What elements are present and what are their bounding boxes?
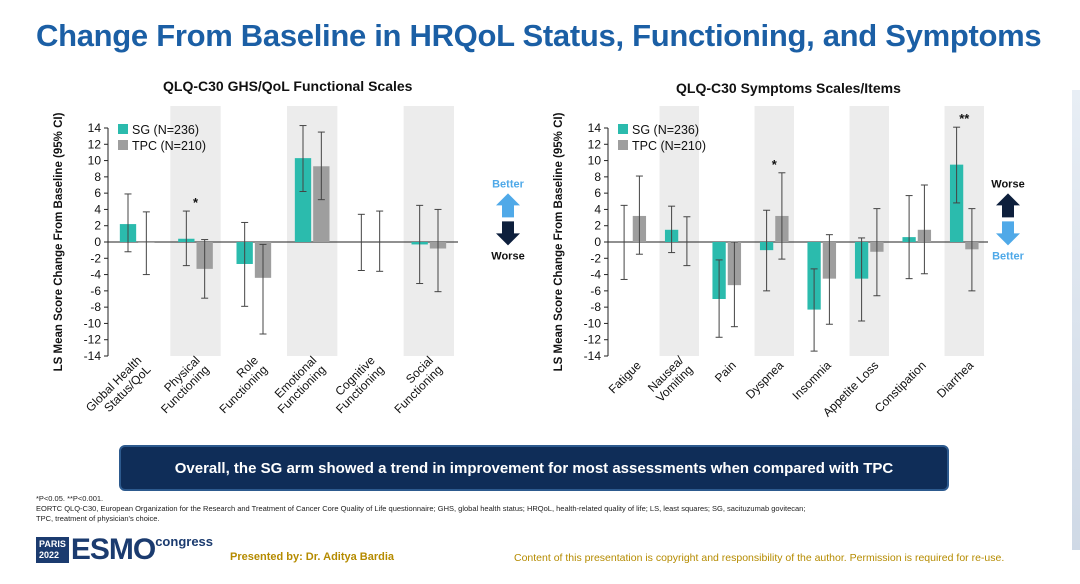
y-tick-label: 10 <box>588 154 602 168</box>
category-label-line: Diarrhea <box>934 358 977 401</box>
y-tick-label: 0 <box>594 235 601 249</box>
category-label: Global HealthStatus/QoL <box>83 353 154 424</box>
y-tick-label: 6 <box>594 186 601 200</box>
copyright-notice: Content of this presentation is copyrigh… <box>514 552 1005 564</box>
arrow-label-up: Worse <box>991 178 1024 190</box>
logo-city-name: PARIS <box>39 539 66 549</box>
significance-marker: * <box>772 157 778 172</box>
y-tick-label: -14 <box>84 349 102 363</box>
symptom-scales-chart: 14 12 10 8 6 4 2 0 -2 -4 -6 -8 -10 -12 -14 LS Mean Scor… <box>553 106 1025 420</box>
legend-swatch-tpc <box>618 140 628 150</box>
esmo-logo: PARIS 2022 ESMO congress <box>36 533 214 566</box>
category-label: SocialFunctioning <box>382 353 445 416</box>
category-label: Nausea/Vomiting <box>644 353 696 405</box>
category-label: Diarrhea <box>934 358 977 401</box>
page-title: Change From Baseline in HRQoL Status, Fu… <box>36 18 1042 53</box>
legend-swatch-tpc <box>118 140 128 150</box>
y-tick-label: -10 <box>84 316 102 330</box>
logo-city: PARIS 2022 <box>36 537 69 563</box>
category-label: EmotionalFunctioning <box>266 353 329 416</box>
y-tick-label: -10 <box>584 316 602 330</box>
legend-label-tpc: TPC (N=210) <box>632 139 706 153</box>
category-shade-band <box>170 106 221 356</box>
category-label: Fatigue <box>606 358 644 396</box>
down-arrow-icon <box>496 221 520 246</box>
y-tick-label: 2 <box>94 219 101 233</box>
footnote-abbreviations: EORTC QLQ-C30, European Organization for… <box>36 504 806 513</box>
category-shade-band <box>403 106 454 356</box>
category-label-line: Constipation <box>872 358 929 415</box>
down-arrow-icon <box>996 221 1020 246</box>
y-tick-label: 0 <box>94 235 101 249</box>
legend-label-sg: SG (N=236) <box>632 123 699 137</box>
category-shade-band <box>849 106 889 356</box>
up-arrow-icon <box>996 193 1020 218</box>
right-chart-title: QLQ-C30 Symptoms Scales/Items <box>676 80 901 96</box>
y-tick-label: 6 <box>94 186 101 200</box>
y-tick-label: -12 <box>84 333 102 347</box>
category-label: Pain <box>712 358 739 385</box>
y-tick-label: -4 <box>590 268 601 282</box>
logo-brand: ESMO <box>70 533 156 566</box>
arrow-label-down: Worse <box>491 250 524 262</box>
y-tick-label: 14 <box>588 121 602 135</box>
summary-banner: Overall, the SG arm showed a trend in im… <box>119 445 949 491</box>
sg-bar <box>294 158 312 242</box>
y-tick-label: 12 <box>88 137 102 151</box>
category-label: Insomnia <box>790 358 835 403</box>
tpc-bar <box>313 166 330 242</box>
y-tick-label: -2 <box>90 251 101 265</box>
logo-suffix: congress <box>155 534 214 549</box>
y-tick-label: 10 <box>88 154 102 168</box>
category-shade-band <box>287 106 338 356</box>
y-axis-title: LS Mean Score Change From Baseline (95% … <box>53 112 65 371</box>
category-label-line: Fatigue <box>606 358 644 396</box>
y-tick-label: 14 <box>88 121 102 135</box>
legend-swatch-sg <box>118 124 128 134</box>
footnote-abbreviations-2: TPC, treatment of physician's choice. <box>36 514 160 523</box>
legend-swatch-sg <box>618 124 628 134</box>
category-label-line: Dyspnea <box>743 358 787 402</box>
functional-scales-chart: 14 12 10 8 6 4 2 0 -2 -4 -6 -8 -10 -12 -14 LS Mean Scor… <box>53 106 525 424</box>
y-tick-label: 4 <box>594 202 601 216</box>
y-tick-label: 2 <box>594 219 601 233</box>
left-chart-title: QLQ-C30 GHS/QoL Functional Scales <box>163 78 413 94</box>
y-tick-label: -4 <box>90 268 101 282</box>
legend-label-sg: SG (N=236) <box>132 123 199 137</box>
y-tick-label: 8 <box>594 170 601 184</box>
logo-year: 2022 <box>39 550 60 560</box>
y-tick-label: -8 <box>90 300 101 314</box>
y-tick-label: 8 <box>94 170 101 184</box>
significance-marker: * <box>193 195 199 210</box>
y-tick-label: -12 <box>584 333 602 347</box>
y-tick-label: -14 <box>584 349 602 363</box>
footnote-significance: *P<0.05. **P<0.001. <box>36 494 104 503</box>
up-arrow-icon <box>496 193 520 218</box>
significance-marker: ** <box>959 111 970 126</box>
category-label: CognitiveFunctioning <box>324 353 387 416</box>
y-tick-label: 12 <box>588 137 602 151</box>
category-label: PhysicalFunctioning <box>149 353 212 416</box>
category-label-line: Pain <box>712 358 739 385</box>
y-axis-title: LS Mean Score Change From Baseline (95% … <box>553 112 565 371</box>
y-tick-label: -2 <box>590 251 601 265</box>
legend-label-tpc: TPC (N=210) <box>132 139 206 153</box>
side-strip <box>1072 90 1080 550</box>
arrow-label-down: Better <box>992 250 1025 262</box>
category-label: Dyspnea <box>743 358 787 402</box>
presenter-credit: Presented by: Dr. Aditya Bardia <box>230 551 395 563</box>
category-label: RoleFunctioning <box>207 353 270 416</box>
arrow-label-up: Better <box>492 178 525 190</box>
y-tick-label: 4 <box>94 202 101 216</box>
category-label: Constipation <box>872 358 929 415</box>
y-tick-label: -8 <box>590 300 601 314</box>
y-tick-label: -6 <box>590 284 601 298</box>
y-tick-label: -6 <box>90 284 101 298</box>
category-label-line: Insomnia <box>790 358 835 403</box>
